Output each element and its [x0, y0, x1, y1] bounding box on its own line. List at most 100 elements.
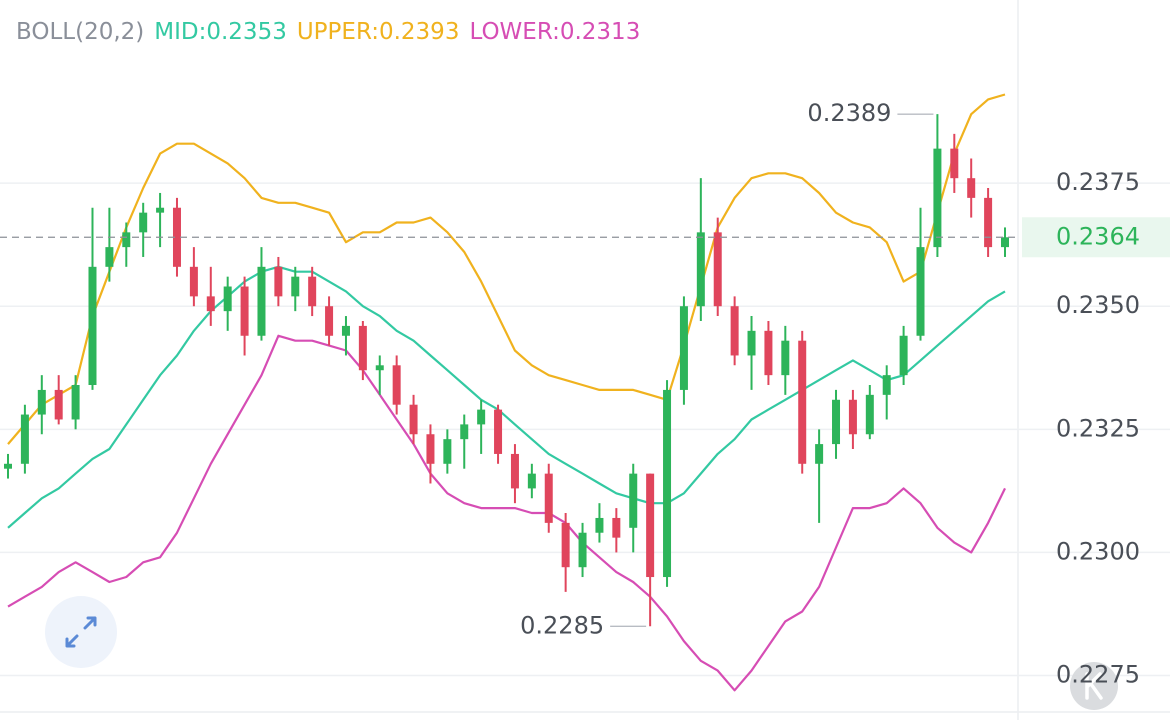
expand-button[interactable] — [45, 596, 117, 668]
candle-body — [375, 365, 384, 371]
logo-button[interactable] — [1070, 662, 1118, 710]
candle-body — [240, 286, 249, 336]
candle-body — [629, 473, 638, 528]
candle — [561, 513, 570, 592]
candle — [916, 207, 925, 341]
band-line — [7, 265, 1006, 529]
y-tick-label: 0.2350 — [1056, 291, 1140, 319]
candle — [460, 414, 469, 469]
candle-body — [443, 439, 452, 464]
candle — [950, 133, 959, 193]
indicator-title: BOLL(20,2) — [16, 19, 144, 45]
band-line — [7, 93, 1006, 445]
candle-body — [578, 532, 587, 568]
candle-body — [984, 197, 993, 248]
candle-body — [88, 266, 97, 385]
annotation-label: 0.2389 — [807, 99, 891, 127]
plot — [4, 93, 1009, 692]
candle — [527, 463, 536, 499]
candle — [409, 394, 418, 445]
candle-body — [747, 330, 756, 356]
candle-body — [156, 207, 165, 213]
candle — [595, 503, 604, 543]
candle-body — [257, 266, 266, 336]
candle-body — [967, 178, 976, 198]
candle — [781, 325, 790, 395]
candle-body — [20, 414, 29, 464]
band-line — [7, 334, 1006, 692]
candle — [764, 320, 773, 385]
candle — [933, 114, 942, 257]
candle-body — [206, 296, 215, 312]
candle — [696, 178, 705, 321]
candle — [358, 320, 367, 381]
candle — [20, 404, 29, 474]
candle-body — [916, 247, 925, 336]
candle — [54, 375, 63, 425]
candle-body — [71, 385, 80, 420]
candle — [832, 389, 841, 459]
legend-entry: UPPER:0.2393 — [297, 19, 460, 45]
y-tick-label: 0.2325 — [1056, 414, 1140, 442]
candle-body — [612, 517, 621, 538]
candle-body — [882, 375, 891, 395]
candle — [984, 188, 993, 257]
candle-body — [189, 266, 198, 297]
candle — [663, 380, 672, 587]
candle — [223, 276, 232, 331]
candle — [612, 508, 621, 553]
candle-body — [4, 463, 12, 469]
candle — [122, 222, 131, 267]
candle-body — [139, 212, 148, 233]
candle-body — [172, 207, 181, 267]
candle — [865, 385, 874, 440]
candle — [443, 429, 452, 474]
candle — [172, 197, 181, 277]
candle — [88, 207, 97, 390]
candle-body — [325, 306, 334, 336]
candle — [308, 266, 317, 317]
candle — [1001, 227, 1009, 257]
candle-body — [832, 399, 841, 445]
candle — [240, 276, 249, 356]
candle — [629, 463, 638, 553]
candle — [206, 266, 215, 326]
candle — [578, 522, 587, 578]
candle — [341, 316, 350, 356]
legend-entry: LOWER:0.2313 — [469, 19, 640, 45]
candle-body — [510, 453, 519, 489]
candle — [392, 355, 401, 415]
candle-body — [426, 434, 435, 464]
candle — [899, 325, 908, 385]
legend-entry: MID:0.2353 — [154, 19, 287, 45]
candle-body — [696, 232, 705, 307]
last-price-label: 0.2364 — [1056, 222, 1140, 250]
candle-body — [494, 409, 503, 454]
candle — [139, 202, 148, 257]
candle-body — [527, 473, 536, 489]
candle — [679, 296, 688, 405]
candle-body — [865, 394, 874, 435]
candle — [4, 453, 12, 479]
candle — [798, 330, 807, 474]
candle — [189, 247, 198, 307]
candle — [848, 389, 857, 450]
candle-body — [544, 473, 553, 523]
candle-body — [291, 276, 300, 297]
candle-body — [950, 148, 959, 179]
candle — [156, 192, 165, 248]
annotation-label: 0.2285 — [520, 611, 604, 639]
candle — [71, 375, 80, 430]
candle — [37, 375, 46, 435]
candle-body — [341, 325, 350, 336]
candle-body — [764, 330, 773, 376]
candle — [375, 355, 384, 395]
candle-body — [848, 399, 857, 435]
y-tick-label: 0.2275 — [1056, 661, 1140, 689]
candle-body — [730, 306, 739, 356]
y-tick-label: 0.2300 — [1056, 537, 1140, 565]
candle — [494, 404, 503, 464]
